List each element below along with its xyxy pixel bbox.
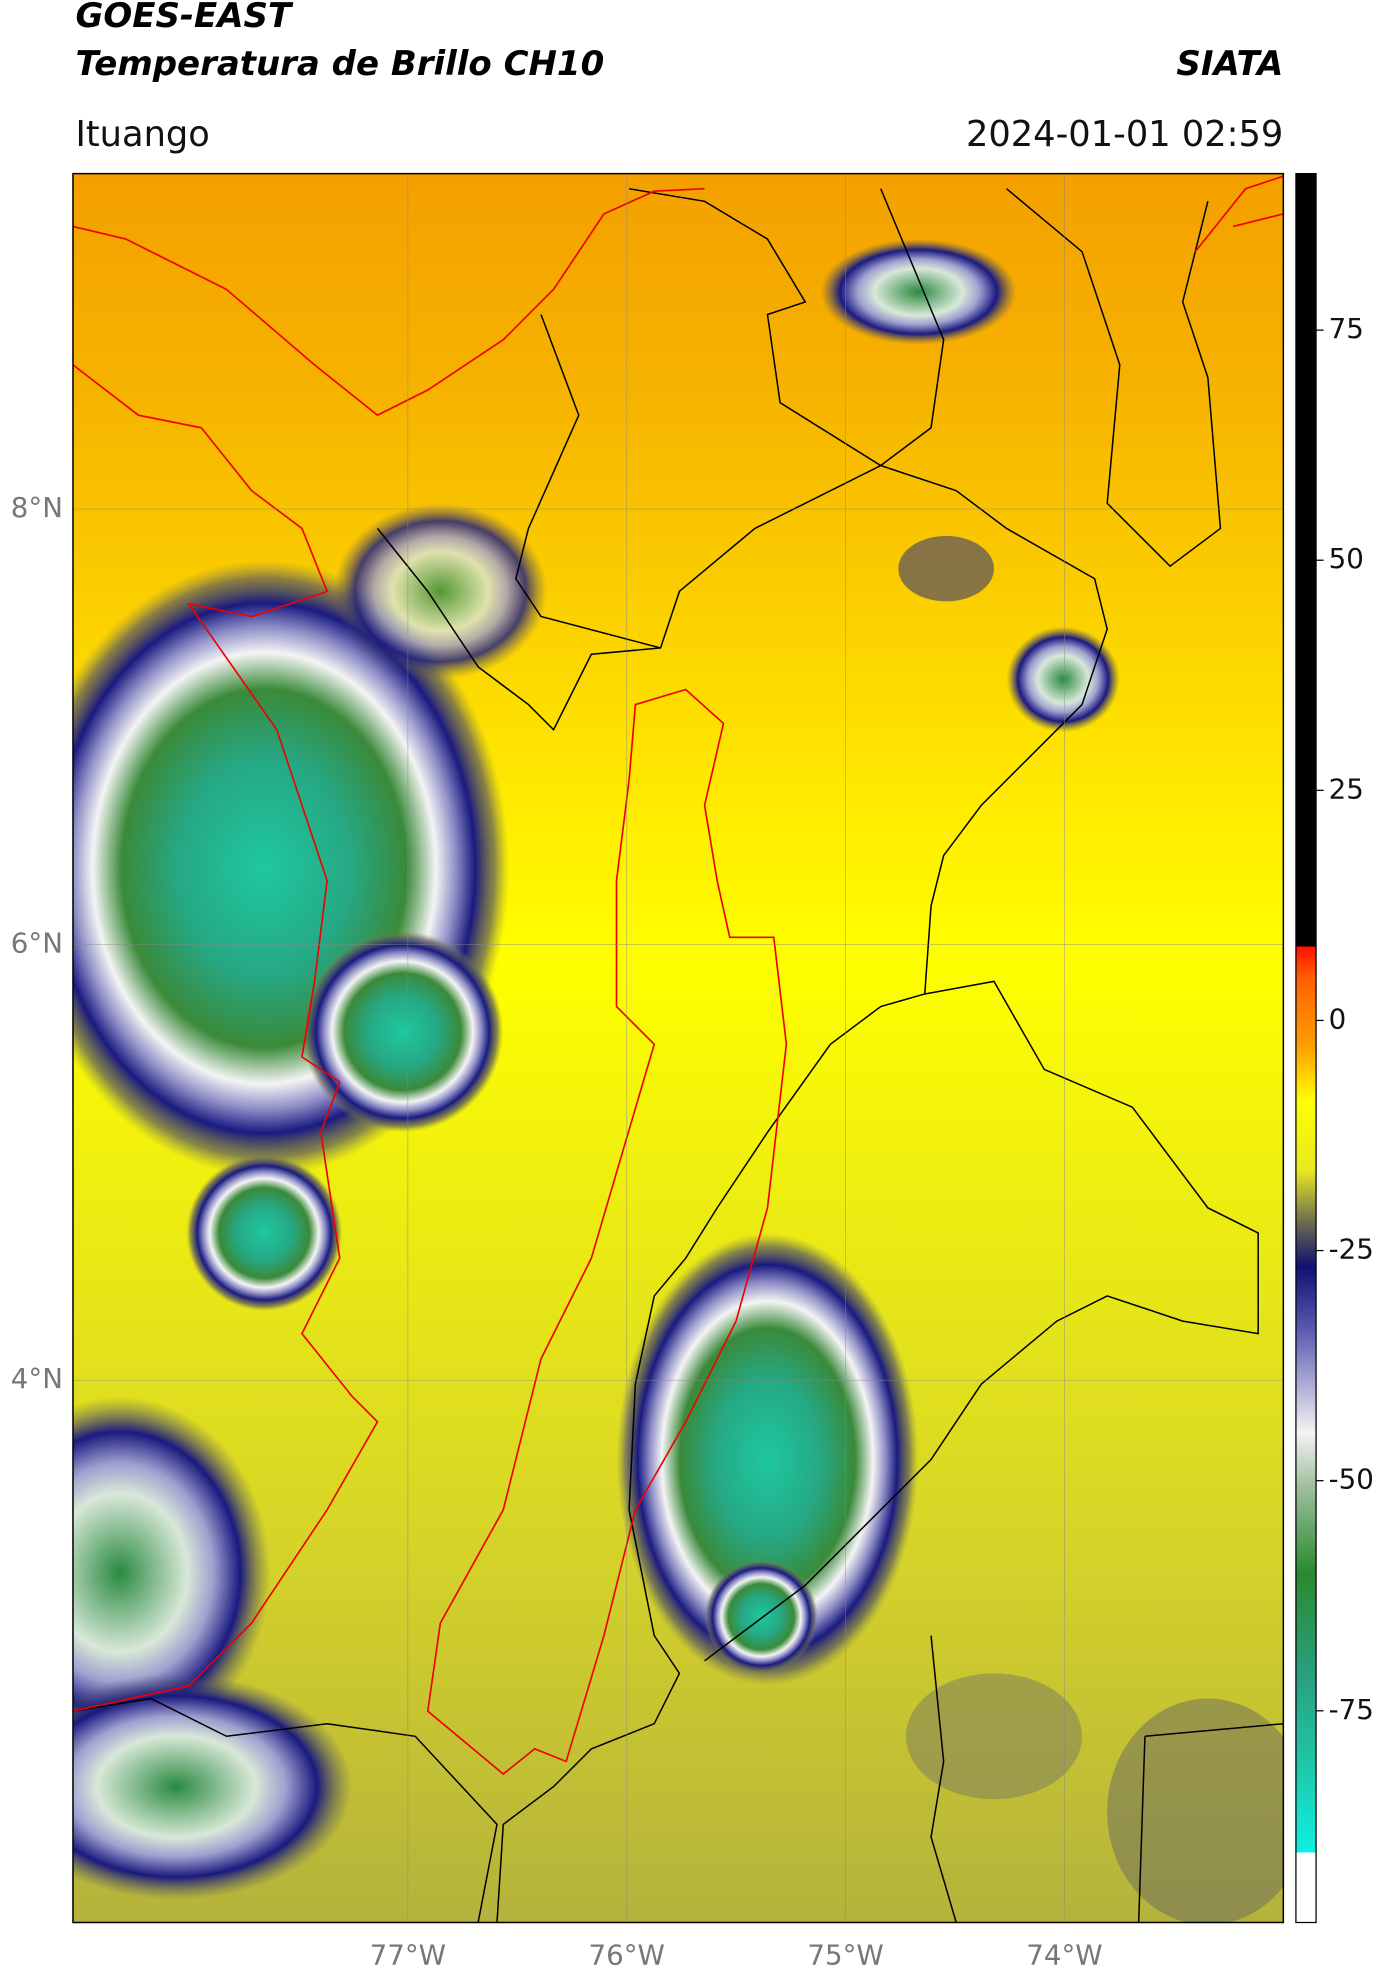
colorbar-label: 75 (1329, 312, 1364, 345)
colorbar-label: 0 (1329, 1002, 1347, 1035)
colorbar-label: 50 (1329, 542, 1364, 575)
lon-label: 76°W (589, 1938, 665, 1971)
source: SIATA (1176, 44, 1283, 84)
colorbar-label: 25 (1329, 772, 1364, 805)
lon-label: 77°W (370, 1938, 446, 1971)
location: Ituango (75, 114, 209, 155)
colorbar-label: -75 (1329, 1693, 1374, 1726)
colorbar-label: -50 (1329, 1463, 1374, 1496)
datetime: 2024-01-01 02:59 (966, 114, 1283, 155)
graticule (72, 173, 1284, 1923)
lat-label: 8°N (11, 491, 63, 524)
lat-label: 4°N (11, 1362, 63, 1395)
lat-label: 6°N (11, 927, 63, 960)
subtitle: Temperatura de Brillo CH10 (75, 44, 604, 84)
colorbar-label: -25 (1329, 1233, 1374, 1266)
map-image (72, 173, 1284, 1923)
map-frame (72, 172, 1285, 1924)
lon-label: 75°W (807, 1938, 883, 1971)
lon-label: 74°W (1026, 1938, 1102, 1971)
title: GOES-EAST (75, 0, 293, 36)
colorbar (1295, 172, 1317, 1924)
